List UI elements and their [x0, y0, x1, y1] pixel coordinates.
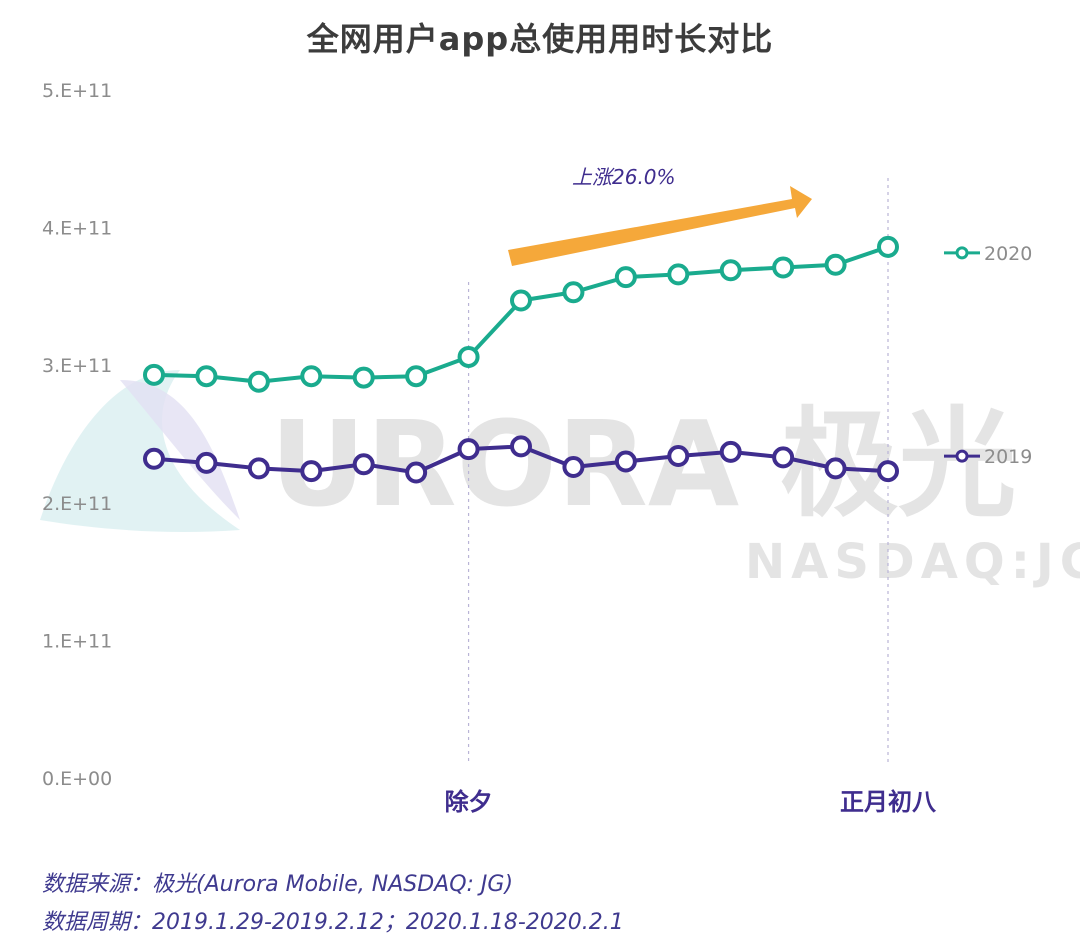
data-point	[195, 365, 218, 388]
data-point	[719, 440, 742, 463]
data-point	[824, 253, 847, 276]
watermark-swoosh	[40, 370, 240, 532]
growth-arrow	[508, 186, 812, 266]
y-tick-label: 3.E+11	[42, 355, 112, 377]
chart-title: 全网用户app总使用用时长对比	[306, 20, 774, 58]
data-point	[405, 365, 428, 388]
data-point	[143, 447, 165, 470]
data-point	[877, 460, 899, 483]
data-point	[772, 256, 795, 279]
y-tick-label: 5.E+11	[42, 80, 112, 102]
data-point	[510, 289, 532, 312]
legend-entry-2020: 2020	[944, 243, 1032, 265]
watermark-text: URORA 极光	[270, 395, 1016, 533]
data-point	[877, 235, 899, 258]
series-group	[143, 235, 899, 484]
y-tick-label: 0.E+00	[42, 768, 112, 790]
data-point	[405, 461, 428, 484]
data-point	[772, 446, 795, 469]
series-2020	[143, 235, 899, 393]
data-point	[510, 435, 532, 458]
data-point	[300, 365, 323, 388]
watermark-swoosh-2	[120, 380, 240, 520]
data-point	[614, 266, 637, 289]
legend-label: 2019	[984, 446, 1032, 468]
y-tick-label: 2.E+11	[42, 493, 112, 515]
series-2019	[143, 435, 899, 484]
y-axis: 0.E+00 1.E+11 2.E+11 3.E+11 4.E+11 5.E+11	[42, 80, 112, 790]
y-tick-label: 1.E+11	[42, 630, 112, 652]
period-line: 数据周期：2019.1.29-2019.2.12；2020.1.18-2020.…	[42, 910, 624, 935]
data-point	[195, 451, 218, 474]
legend-entry-2019: 2019	[944, 446, 1032, 468]
source-line: 数据来源：极光(Aurora Mobile, NASDAQ: JG)	[42, 872, 514, 897]
growth-label: 上涨26.0%	[572, 165, 676, 189]
x-tick-label: 正月初八	[840, 788, 937, 816]
data-point	[247, 457, 270, 480]
legend-marker	[955, 246, 969, 260]
data-point	[457, 438, 480, 461]
data-point	[719, 259, 742, 282]
data-point	[352, 366, 375, 389]
legend-label: 2020	[984, 243, 1032, 265]
data-point	[824, 457, 847, 480]
watermark: URORA 极光 NASDAQ:JG	[40, 370, 1080, 590]
x-axis: 除夕 正月初八	[445, 788, 937, 816]
data-point	[247, 370, 270, 393]
watermark-subtext: NASDAQ:JG	[745, 534, 1080, 590]
y-tick-label: 4.E+11	[42, 218, 112, 240]
data-point	[562, 281, 585, 304]
x-tick-label: 除夕	[445, 788, 493, 816]
data-point	[667, 445, 690, 468]
legend: 2020 2019	[944, 243, 1032, 468]
growth-annotation: 上涨26.0%	[508, 165, 812, 266]
legend-marker	[955, 449, 969, 463]
data-point	[457, 345, 480, 368]
data-point	[352, 453, 375, 476]
data-point	[562, 456, 585, 479]
data-point	[300, 460, 323, 483]
data-point	[614, 450, 637, 473]
data-point	[143, 363, 165, 386]
data-point	[667, 263, 690, 286]
